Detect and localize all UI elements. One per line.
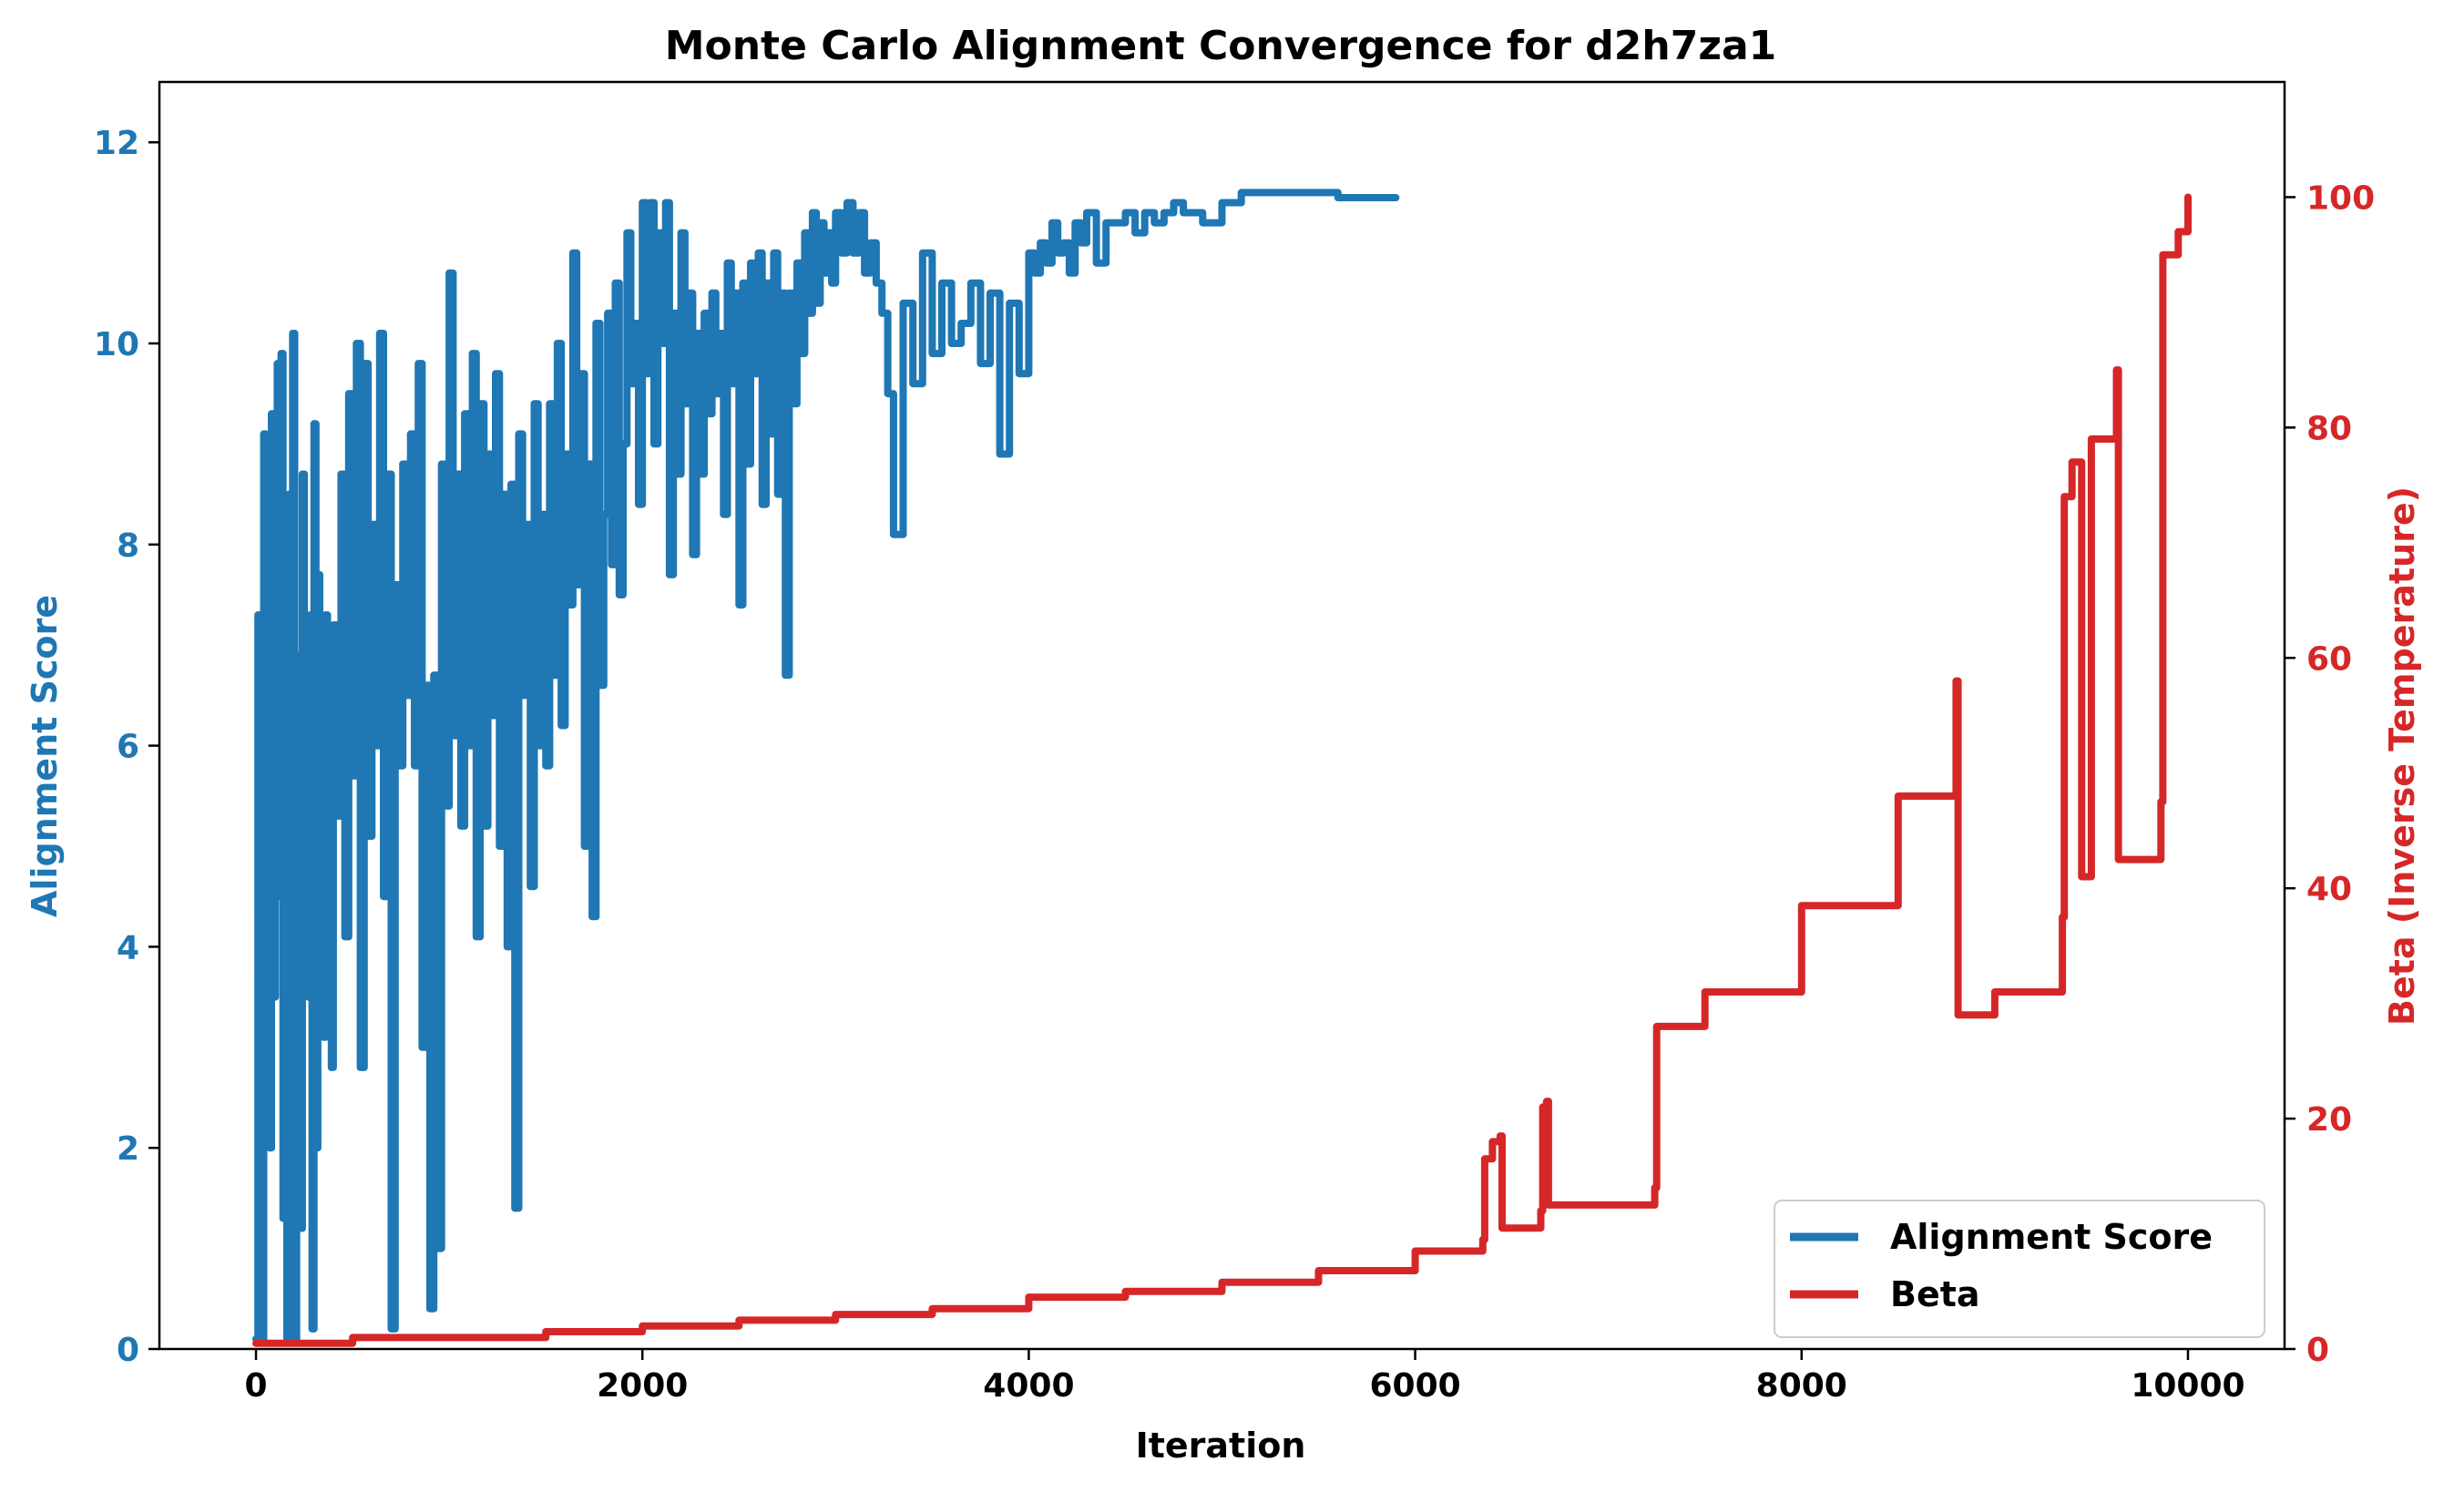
x-tick-label: 4000	[983, 1367, 1074, 1405]
y-axis-right-label: Beta (Inverse Temperature)	[2382, 486, 2422, 1026]
legend-box	[1774, 1200, 2265, 1338]
legend-beta-label: Beta	[1890, 1274, 1980, 1314]
x-tick-label: 6000	[1369, 1367, 1460, 1405]
y-right-tick-label: 0	[2306, 1332, 2329, 1369]
axes: 0 2000 4000 6000 8000 10000 0 2 4 6 8 10 12 0 20 40 60 80…	[94, 80, 2375, 1405]
y-left-tick-label: 10	[94, 326, 139, 363]
beta-series-line	[252, 193, 2192, 1347]
y-right-tick-label: 40	[2306, 871, 2352, 908]
x-tick-label: 2000	[597, 1367, 688, 1405]
y-axis-left-label: Alignment Score	[25, 595, 65, 917]
y-left-tick-label: 2	[117, 1130, 139, 1168]
x-tick-label: 8000	[1756, 1367, 1847, 1405]
chart-title: Monte Carlo Alignment Convergence for d2…	[665, 23, 1777, 69]
x-tick-label: 0	[245, 1367, 268, 1405]
x-tick-label: 10000	[2131, 1367, 2244, 1405]
y-left-tick-label: 6	[117, 729, 139, 766]
y-right-tick-label: 80	[2306, 410, 2352, 447]
y-right-tick-label: 60	[2306, 640, 2352, 678]
plot-area	[252, 189, 2192, 1347]
legend: Alignment Score Beta	[1774, 1200, 2265, 1338]
legend-score-label: Alignment Score	[1890, 1217, 2213, 1257]
y-right-tick-label: 100	[2306, 179, 2375, 217]
plot-frame	[158, 80, 2286, 1351]
y-left-tick-label: 4	[117, 929, 139, 966]
x-axis-label: Iteration	[1136, 1426, 1306, 1466]
y-left-tick-label: 0	[117, 1332, 139, 1369]
y-right-tick-label: 20	[2306, 1101, 2352, 1139]
alignment-score-series-line	[252, 189, 1400, 1343]
y-left-tick-label: 8	[117, 527, 139, 565]
y-left-tick-label: 12	[94, 125, 139, 162]
